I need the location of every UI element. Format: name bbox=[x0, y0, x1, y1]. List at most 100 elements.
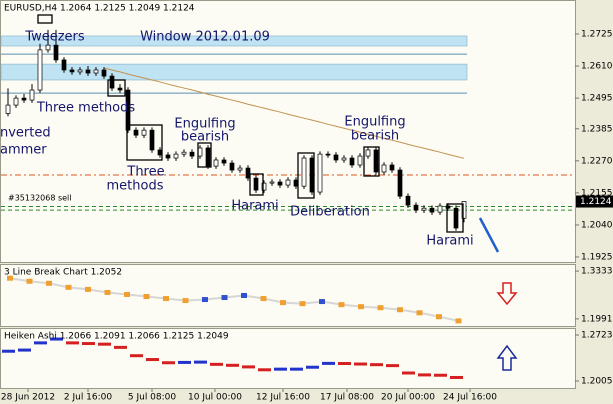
y-tick-label: 1.2270 bbox=[581, 156, 613, 166]
candle-body bbox=[53, 44, 59, 61]
ha-bar bbox=[130, 354, 143, 358]
brick bbox=[455, 318, 462, 324]
candle-body bbox=[397, 169, 403, 197]
annotation: bearish bbox=[181, 130, 229, 145]
brick bbox=[26, 278, 33, 284]
ha-bar bbox=[418, 373, 431, 377]
ha-bar bbox=[242, 365, 255, 369]
ha-bar bbox=[66, 341, 79, 345]
line-break-panel bbox=[0, 264, 576, 327]
pattern-box bbox=[249, 173, 264, 196]
brick bbox=[338, 302, 345, 308]
ha-bar bbox=[450, 375, 463, 379]
x-tick-label: 10 Jul 00:00 bbox=[188, 393, 242, 403]
heiken-panel bbox=[0, 328, 576, 389]
x-tick-label: 12 Jul 16:00 bbox=[256, 393, 310, 403]
brick bbox=[143, 294, 150, 300]
annotation: Engulfing bbox=[174, 117, 235, 132]
price-tag-label: 1.2124 bbox=[580, 197, 612, 207]
candle-body bbox=[77, 69, 83, 73]
ha-bar bbox=[322, 361, 335, 365]
brick bbox=[397, 307, 403, 313]
heiken-title: Heiken Ashi 1.2066 1.2091 1.2066 1.2125 … bbox=[4, 332, 229, 342]
ha-bar bbox=[274, 367, 287, 371]
ha-bar bbox=[226, 363, 239, 367]
y-tick-label: 1.1925 bbox=[581, 252, 613, 262]
chart-title: EURUSD,H4 1.2064 1.2125 1.2049 1.2124 bbox=[4, 4, 195, 14]
line-break-title: 3 Line Break Chart 1.2052 bbox=[4, 268, 122, 278]
ha-bar bbox=[162, 361, 175, 365]
annotation: Deliberation bbox=[290, 205, 370, 220]
annotation: Three methods bbox=[36, 101, 136, 116]
x-tick-label: 17 Jul 08:00 bbox=[320, 393, 374, 403]
candle-body bbox=[253, 177, 259, 191]
candle-body bbox=[301, 157, 307, 187]
ha-bar bbox=[210, 362, 223, 366]
y-tick-label: 1.2723 bbox=[581, 331, 613, 341]
pattern-box bbox=[446, 203, 464, 233]
x-tick-label: 20 Jul 00:00 bbox=[381, 393, 435, 403]
y-tick-label: 1.2005 bbox=[581, 376, 613, 386]
candle-body bbox=[373, 149, 379, 173]
line-break-trace bbox=[9, 277, 459, 322]
y-tick-label: 1.2155 bbox=[581, 188, 613, 198]
candle-body bbox=[173, 153, 179, 159]
annotation: Window 2012.01.09 bbox=[140, 30, 270, 45]
brick bbox=[104, 289, 111, 295]
candle-body bbox=[421, 207, 427, 211]
pattern-boxes bbox=[37, 14, 464, 233]
candle-body bbox=[429, 207, 435, 213]
down-arrow-icon bbox=[496, 282, 518, 306]
y-tick-label: 1.2610 bbox=[581, 62, 613, 72]
annotation: Three bbox=[126, 165, 164, 180]
ha-bar bbox=[434, 373, 447, 377]
candle-body bbox=[85, 69, 91, 74]
candle-body bbox=[277, 181, 283, 186]
moving-average bbox=[103, 67, 465, 159]
annotation: Harami bbox=[231, 199, 278, 214]
candle-body bbox=[21, 97, 27, 101]
ha-bar bbox=[370, 363, 383, 367]
candle-body bbox=[69, 69, 75, 73]
ha-bar bbox=[34, 341, 47, 345]
candle-body bbox=[5, 104, 11, 114]
order-label: #35132068 sell bbox=[8, 194, 72, 203]
candle-body bbox=[133, 129, 139, 136]
candle-body bbox=[285, 179, 291, 186]
brick bbox=[163, 296, 169, 302]
trend-arrow bbox=[478, 217, 500, 253]
ha-bar bbox=[114, 345, 127, 349]
ha-bar bbox=[306, 365, 319, 369]
candle-body bbox=[245, 167, 251, 179]
ha-bar bbox=[194, 360, 207, 364]
candle-body bbox=[141, 129, 147, 136]
brick bbox=[46, 280, 52, 286]
candle-body bbox=[165, 154, 171, 159]
pattern-box bbox=[363, 146, 380, 177]
candle-body bbox=[93, 69, 99, 74]
pattern-box bbox=[297, 152, 315, 199]
candle-body bbox=[189, 151, 195, 157]
candle-body bbox=[45, 44, 51, 51]
candle-body bbox=[381, 164, 387, 173]
candle-body bbox=[317, 153, 323, 193]
ha-bar bbox=[98, 342, 111, 346]
candle-body bbox=[149, 129, 155, 151]
candle-body bbox=[117, 87, 123, 91]
candle-body bbox=[269, 181, 275, 184]
candle-body bbox=[453, 207, 459, 229]
candle-body bbox=[37, 49, 43, 91]
pattern-box bbox=[37, 14, 53, 24]
brick bbox=[221, 295, 228, 301]
annotation: ammer bbox=[0, 143, 47, 158]
y-tick-label: 1.2385 bbox=[581, 124, 613, 134]
ha-bar bbox=[146, 358, 159, 362]
annotation: methods bbox=[107, 179, 164, 194]
candle-body bbox=[221, 159, 227, 164]
zone bbox=[0, 63, 468, 81]
brick bbox=[436, 314, 442, 320]
candle-body bbox=[109, 75, 115, 89]
candle-body bbox=[341, 157, 347, 161]
y-tick-label: 1.1991 bbox=[581, 314, 613, 324]
ha-bar bbox=[50, 337, 63, 341]
